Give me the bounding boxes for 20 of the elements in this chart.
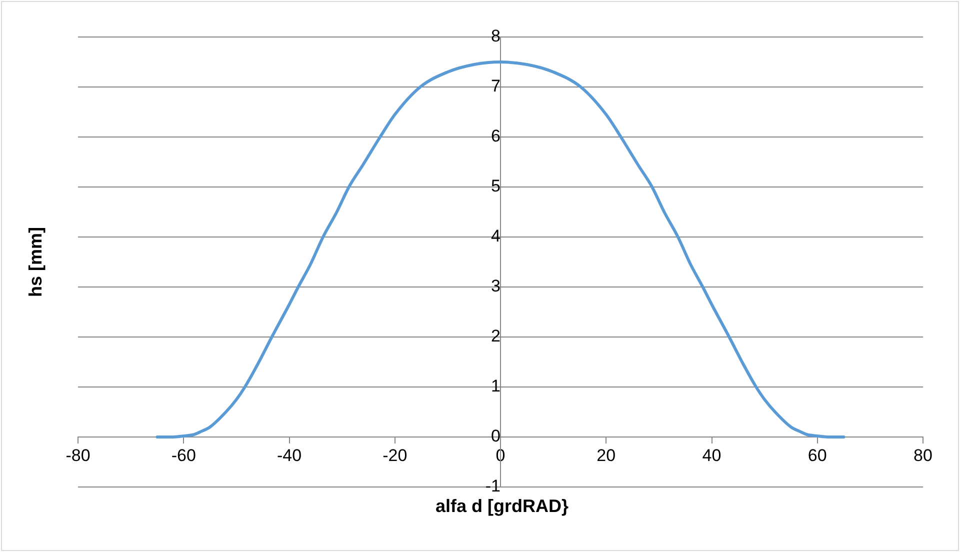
y-tick-label: 6: [491, 126, 500, 146]
x-tick-label: 60: [808, 446, 827, 465]
x-tick-label: 20: [596, 446, 616, 465]
x-tick-label: -80: [66, 446, 90, 465]
x-axis-title: alfa d [grdRAD}: [434, 496, 570, 517]
x-tick-label: 40: [702, 446, 722, 465]
y-tick-label: 1: [491, 376, 500, 396]
y-tick-label: 4: [491, 226, 500, 246]
y-tick-label: 7: [491, 76, 500, 96]
y-tick-label: 3: [491, 276, 500, 296]
y-tick-label: 8: [491, 26, 500, 46]
x-tick-label: -60: [171, 446, 196, 465]
y-tick-label: 0: [491, 426, 500, 446]
x-tick-label: -20: [382, 446, 408, 465]
y-axis-title: hs [mm]: [26, 226, 46, 298]
x-tick-label: -40: [276, 446, 302, 465]
x-tick-label: 80: [914, 446, 932, 465]
y-tick-label: 2: [491, 326, 500, 346]
y-tick-label: 5: [491, 176, 500, 196]
y-tick-label: -1: [485, 476, 500, 496]
